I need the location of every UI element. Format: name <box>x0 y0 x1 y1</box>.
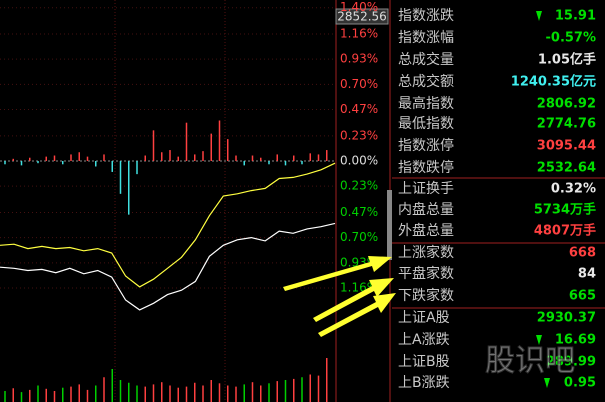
row-value: -0.57% <box>546 31 597 46</box>
row-value: 1240.35亿元 <box>511 74 596 90</box>
row-value: 2806.92 <box>537 97 596 112</box>
y-tick-label: 0.70% <box>340 77 378 91</box>
row-label: 上证换手 <box>398 180 454 197</box>
row-value: 665 <box>569 289 596 304</box>
row-label: 上证A股 <box>398 310 450 326</box>
y-tick-label: 0.93% <box>340 52 378 66</box>
row-value: 5734万手 <box>534 202 596 218</box>
row-label: 上涨家数 <box>398 244 454 261</box>
down-arrow <box>536 11 542 21</box>
y-tick-label: 0.47% <box>340 102 378 116</box>
down-arrow <box>536 335 542 345</box>
row-label: 上证B股 <box>398 354 450 370</box>
y-tick-label: 0.00% <box>340 154 378 168</box>
row-label: 平盘家数 <box>398 265 454 282</box>
row-label: 最高指数 <box>398 95 454 112</box>
y-tick-label: 0.70% <box>340 230 378 244</box>
row-value: 668 <box>569 246 596 261</box>
y-tick-label: 0.23% <box>340 179 378 193</box>
y-tick-label: 0.47% <box>340 205 378 219</box>
scrollbar[interactable] <box>387 190 392 260</box>
row-value: 289.99 <box>546 355 596 370</box>
arrow <box>313 278 394 322</box>
row-label: 外盘总量 <box>398 222 454 239</box>
row-label: 上B涨跌 <box>398 375 450 391</box>
y-tick-label: 1.40% <box>340 0 378 14</box>
row-label: 指数涨跌 <box>398 8 454 24</box>
row-value: 15.91 <box>555 9 596 24</box>
y-tick-label: 1.16% <box>340 27 378 41</box>
row-label: 总成交量 <box>398 51 454 68</box>
row-value: 2774.76 <box>537 117 596 132</box>
row-value: 0.32% <box>551 182 596 197</box>
row-label: 指数涨幅 <box>398 30 454 46</box>
arrow <box>318 293 396 337</box>
row-label: 上A涨跌 <box>398 332 450 348</box>
annotation-arrows <box>283 256 396 337</box>
row-label: 指数跌停 <box>398 159 454 176</box>
row-value: 0.95 <box>564 376 596 391</box>
row-value: 84 <box>578 267 596 282</box>
y-tick-label: 0.23% <box>340 128 378 142</box>
row-label: 指数涨停 <box>398 137 454 154</box>
row-label: 内盘总量 <box>398 201 454 218</box>
avg-line <box>0 162 336 288</box>
row-value: 2930.37 <box>537 311 596 326</box>
row-value: 3095.44 <box>537 139 596 154</box>
last-price: 2852.56 <box>337 10 387 24</box>
row-value: 1.05亿手 <box>538 52 596 68</box>
down-arrow <box>544 378 550 388</box>
row-label: 下跌家数 <box>398 287 454 304</box>
row-value: 2532.64 <box>537 161 596 176</box>
row-label: 最低指数 <box>398 116 454 132</box>
price-line <box>0 222 336 311</box>
watermark: 股识吧 <box>485 344 575 379</box>
row-label: 总成交额 <box>398 73 454 90</box>
row-value: 16.69 <box>555 333 596 348</box>
price-box <box>335 8 389 25</box>
arrow <box>283 256 392 291</box>
row-value: 4807万手 <box>534 223 596 239</box>
